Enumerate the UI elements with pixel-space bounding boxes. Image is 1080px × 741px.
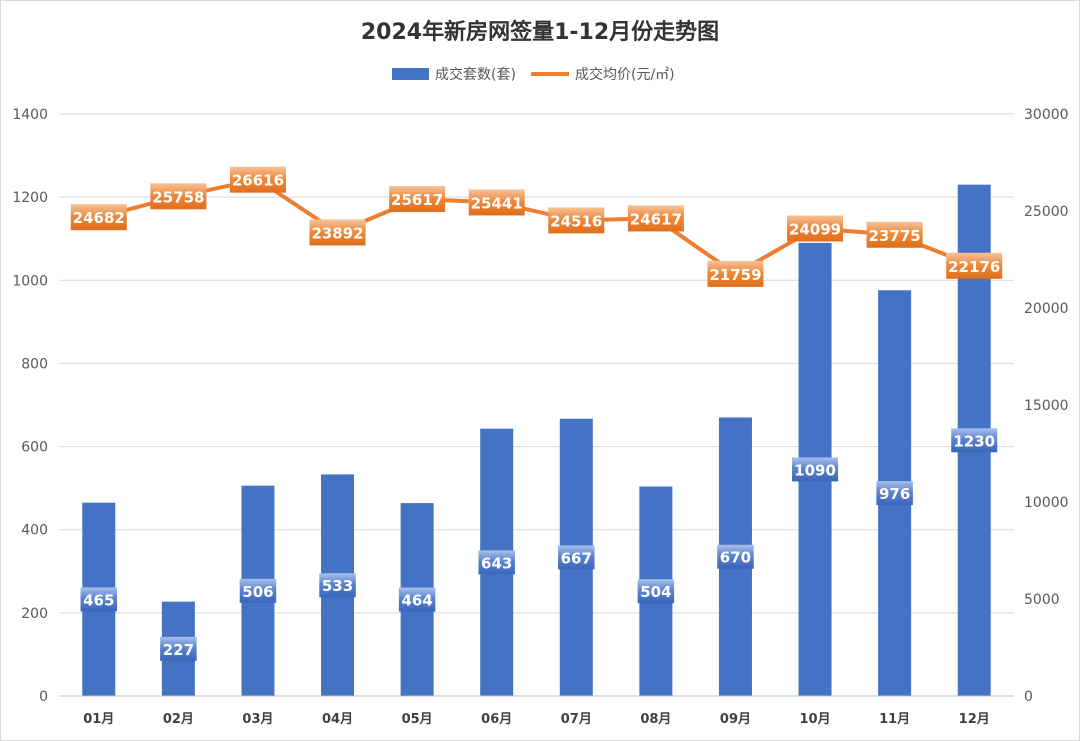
x-tick-label: 03月 — [242, 712, 273, 727]
x-tick-label: 06月 — [481, 712, 512, 727]
line-label-box — [866, 221, 923, 248]
legend-label-bar: 成交套数(套) — [435, 66, 516, 83]
bar-label-box — [80, 587, 118, 612]
line-label: 23892 — [311, 224, 363, 242]
line-label: 23775 — [869, 227, 921, 245]
legend-swatch-bar — [392, 68, 429, 80]
bar-label-box — [319, 573, 356, 598]
right-tick-label: 30000 — [1024, 107, 1069, 123]
bar-data-labels: 465 227 506 533 464 643 667 504 670 1090 976 1230 — [80, 428, 998, 661]
line-label: 25441 — [471, 194, 523, 212]
bar-label-box — [478, 550, 515, 575]
line-label-box — [548, 207, 605, 234]
line-label: 24099 — [789, 220, 841, 238]
bar-label: 464 — [401, 592, 432, 610]
left-tick-label: 0 — [39, 689, 48, 705]
bar-label: 506 — [242, 583, 273, 601]
right-tick-label: 0 — [1024, 689, 1033, 705]
line-label-box — [229, 166, 286, 193]
bar-label-box — [637, 579, 675, 604]
line-label: 24617 — [630, 210, 682, 228]
x-tick-label: 02月 — [163, 712, 194, 727]
right-tick-label: 20000 — [1024, 301, 1069, 317]
left-axis: 0 200 400 600 800 1000 1200 1400 — [12, 107, 48, 705]
bar-label: 667 — [561, 549, 592, 567]
bar-label: 976 — [879, 485, 910, 503]
bar-series — [82, 184, 991, 696]
line-label-box — [389, 186, 446, 213]
x-tick-label: 01月 — [83, 712, 114, 727]
bar-label: 643 — [481, 554, 512, 572]
bar-label-box — [792, 457, 839, 482]
bar-label: 670 — [720, 549, 751, 567]
bar-label-box — [951, 428, 998, 453]
bar-label: 1230 — [953, 432, 995, 450]
line-label-box — [787, 215, 844, 242]
bar-label-box — [558, 545, 595, 570]
right-tick-label: 25000 — [1024, 204, 1069, 220]
legend-label-line: 成交均价(元/㎡) — [575, 66, 675, 83]
line-label-box — [70, 204, 127, 231]
legend: 成交套数(套) 成交均价(元/㎡) — [392, 66, 675, 83]
bar-label: 465 — [83, 591, 114, 609]
left-tick-label: 600 — [21, 440, 48, 456]
bar-label: 504 — [640, 583, 671, 601]
x-tick-label: 11月 — [879, 712, 910, 727]
line-label: 21759 — [709, 266, 761, 284]
bar-label: 533 — [322, 577, 353, 595]
left-tick-label: 200 — [21, 606, 48, 622]
bar-label-box — [717, 544, 754, 569]
line-label: 24682 — [73, 209, 125, 227]
bar-label: 227 — [163, 641, 194, 659]
chart-title: 2024年新房网签量1-12月份走势图 — [361, 19, 719, 45]
left-tick-label: 400 — [21, 523, 48, 539]
line-data-labels: 24682 25758 26616 23892 25617 25441 24516 24617… — [70, 166, 1003, 287]
line-label: 22176 — [948, 258, 1000, 276]
bar-label-box — [876, 481, 913, 506]
right-axis: 0 5000 10000 15000 20000 25000 30000 — [1024, 107, 1069, 705]
line-label-box — [150, 183, 207, 210]
line-label: 26616 — [232, 172, 284, 190]
x-tick-label: 12月 — [959, 712, 990, 727]
line-label: 24516 — [550, 212, 602, 230]
x-axis: 01月 02月 03月 04月 05月 06月 07月 08月 09月 10月 11月 12月 — [59, 695, 1014, 727]
left-tick-label: 1000 — [12, 273, 48, 289]
line-label-box — [309, 219, 366, 246]
line-label: 25617 — [391, 191, 443, 209]
bar-label: 1090 — [794, 461, 836, 479]
right-tick-label: 10000 — [1024, 495, 1069, 511]
bar-label-box — [239, 578, 277, 603]
bar-label-box — [398, 587, 436, 612]
x-tick-label: 09月 — [720, 712, 751, 727]
line-label: 25758 — [152, 188, 204, 206]
x-tick-label: 05月 — [402, 712, 433, 727]
x-tick-label: 07月 — [561, 712, 592, 727]
right-tick-label: 5000 — [1024, 592, 1060, 608]
x-tick-label: 10月 — [799, 712, 830, 727]
line-label-box — [707, 260, 764, 287]
left-tick-label: 1200 — [12, 190, 48, 206]
left-tick-label: 800 — [21, 356, 48, 372]
line-label-box — [468, 189, 525, 216]
right-tick-label: 15000 — [1024, 398, 1069, 414]
bar-label-box — [160, 636, 197, 661]
line-label-box — [946, 252, 1003, 279]
x-tick-label: 04月 — [322, 712, 353, 727]
gridlines — [59, 113, 1014, 614]
line-label-box — [627, 205, 684, 232]
left-tick-label: 1400 — [12, 107, 48, 123]
x-tick-label: 08月 — [640, 712, 671, 727]
